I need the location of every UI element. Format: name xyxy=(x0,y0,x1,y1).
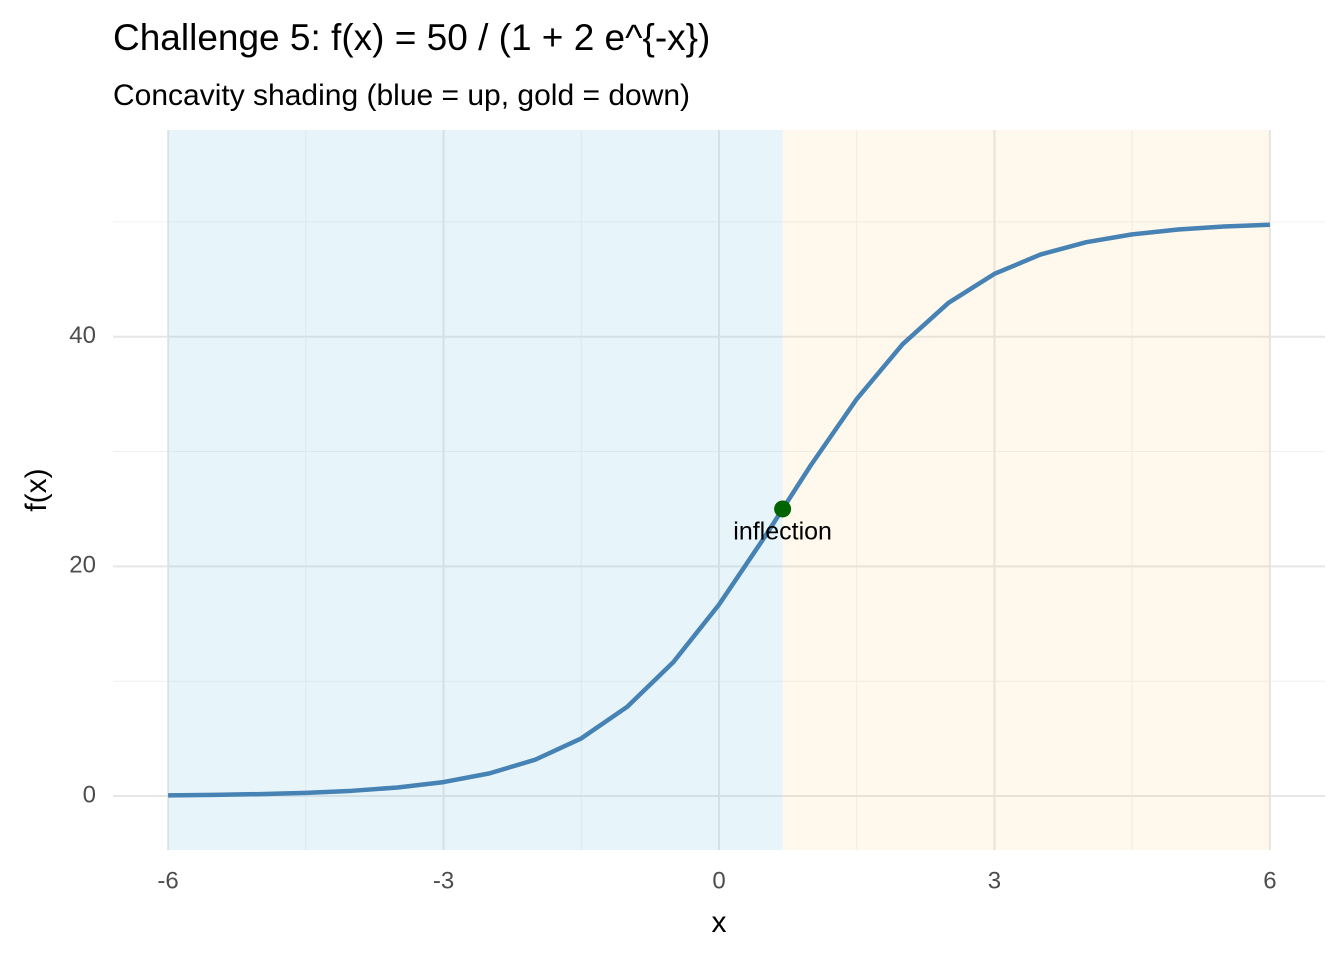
inflection-point xyxy=(774,500,792,518)
concavity-region xyxy=(782,130,1270,850)
x-tick-label: -3 xyxy=(433,867,454,894)
x-tick-label: -6 xyxy=(157,867,178,894)
concavity-region xyxy=(168,130,783,850)
annotation-label: inflection xyxy=(733,518,832,546)
y-tick-label: 20 xyxy=(69,552,96,579)
y-axis-title: f(x) xyxy=(20,468,53,511)
curve xyxy=(168,222,1270,798)
chart-subtitle: Concavity shading (blue = up, gold = dow… xyxy=(113,79,690,112)
x-tick-label: 6 xyxy=(1263,867,1276,894)
x-tick-label: 3 xyxy=(988,867,1001,894)
x-tick-label: 0 xyxy=(712,867,725,894)
x-axis-title: x xyxy=(712,906,727,939)
y-tick-label: 40 xyxy=(69,322,96,349)
chart-title: Challenge 5: f(x) = 50 / (1 + 2 e^{-x}) xyxy=(113,17,710,58)
y-tick-label: 0 xyxy=(83,781,96,808)
